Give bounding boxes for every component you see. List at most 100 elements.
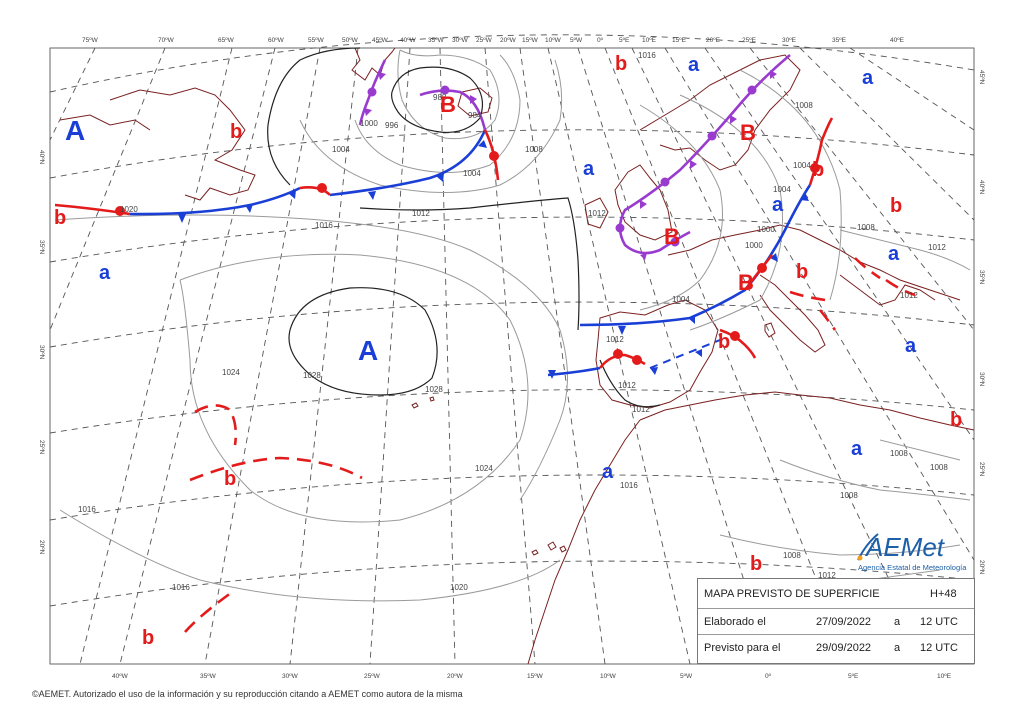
lon-label: 20ºE <box>706 37 721 44</box>
isobar-label: 1016 <box>172 583 190 592</box>
low-center-small: b <box>54 207 66 229</box>
high-center-small: a <box>602 461 614 483</box>
lon-label: 10ºW <box>545 37 562 44</box>
cold-front-triangles <box>178 140 809 379</box>
lon-label: 30ºW <box>282 673 299 680</box>
low-center-small: b <box>230 121 242 143</box>
coast-iberia <box>595 299 719 409</box>
legend-title-row: MAPA PREVISTO DE SUPERFICIE H+48 <box>704 585 968 603</box>
lat-label: 20ºN <box>978 560 985 575</box>
isobar-label: 1008 <box>525 145 543 154</box>
isobar-label: 1028 <box>425 385 443 394</box>
isobar-label: 1004 <box>773 185 791 194</box>
legend-elaborated-row: Elaborado el 27/09/2022 a 12 UTC <box>704 613 968 631</box>
coast-greenland <box>351 47 396 81</box>
right-lat-labels: 45ºN 40ºN 35ºN 30ºN 25ºN 20ºN <box>978 70 985 575</box>
low-center-small: b <box>224 468 236 490</box>
isobar-label: 1012 <box>618 381 636 390</box>
lon-label: 15ºE <box>672 37 687 44</box>
trough-4 <box>789 290 826 302</box>
isobar-label: 1004 <box>332 145 350 154</box>
isobar-label: 1000 <box>360 119 378 128</box>
lon-label: 30ºW <box>452 37 469 44</box>
isobar-label: 988 <box>433 93 447 102</box>
isobar-label: 1000 <box>757 225 775 234</box>
bottom-lon-labels: 40ºW 35ºW 30ºW 25ºW 20ºW 15ºW 10ºW 5ºW 0… <box>112 673 952 680</box>
high-center-small: a <box>851 438 863 460</box>
legend-forecast-row: Previsto para el 29/09/2022 a 12 UTC <box>704 639 968 657</box>
trough-5 <box>818 309 837 331</box>
isobar-label: 1012 <box>632 405 650 414</box>
troughs <box>184 257 916 633</box>
isobar-label: 984 <box>468 111 482 120</box>
legend-elaborated-label: Elaborado el <box>704 616 766 628</box>
coast-britain <box>614 164 673 241</box>
high-center-large: A <box>65 115 85 146</box>
isobar-label: 1008 <box>783 551 801 560</box>
lon-label: 70ºW <box>158 37 175 44</box>
low-center-small: b <box>950 409 962 431</box>
legend-horizon: H+48 <box>930 588 957 600</box>
lon-label: 0º <box>765 673 772 680</box>
lat-label: 30ºN <box>38 345 45 360</box>
isobar-996 <box>391 66 483 134</box>
top-lon-labels: 75ºW 70ºW 65ºW 60ºW 55ºW 50ºW 45ºW 40ºW … <box>82 37 905 44</box>
isobar-label: 1008 <box>930 463 948 472</box>
isobar-label: 1028 <box>303 371 321 380</box>
graticule-latitudes <box>49 34 975 607</box>
isobar-label: 1020 <box>120 205 138 214</box>
low-center-large: B <box>738 270 754 295</box>
lon-label: 30ºE <box>782 37 797 44</box>
legend-forecast-label: Previsto para el <box>704 642 781 654</box>
coast-italy <box>759 274 826 353</box>
low-center-large: B <box>440 92 456 117</box>
lon-label: 40ºW <box>112 673 129 680</box>
occluded-fronts <box>358 54 791 255</box>
low-center-large: B <box>740 120 756 145</box>
coast-europe <box>667 224 961 301</box>
isobar-label: 1004 <box>463 169 481 178</box>
lon-label: 5ºW <box>680 673 693 680</box>
left-lat-labels: 40ºN 35ºN 30ºN 25ºN 20ºN <box>38 150 45 555</box>
isobar-label: 1004 <box>793 161 811 170</box>
lon-label: 5ºE <box>619 37 630 44</box>
isobar-label: 1000 <box>745 241 763 250</box>
coast-north-africa <box>639 391 975 431</box>
isobars-main <box>267 47 661 408</box>
trough-2 <box>189 456 363 482</box>
low-center-small: b <box>890 195 902 217</box>
lon-label: 10ºW <box>600 673 617 680</box>
high-center-small: a <box>888 243 900 265</box>
lon-label: 35ºE <box>832 37 847 44</box>
isobar-1028 <box>288 287 438 396</box>
isobar-label: 1012 <box>588 209 606 218</box>
isobar-label: 1004 <box>672 295 690 304</box>
pressure-centers: A A B B B B b b b b b b b b b b b a a a … <box>54 53 962 649</box>
lon-label: 25ºW <box>476 37 493 44</box>
isobar-label: 1012 <box>900 291 918 300</box>
lon-label: 25ºW <box>364 673 381 680</box>
coastlines <box>59 47 975 665</box>
lon-label: 20ºW <box>447 673 464 680</box>
legend-box: MAPA PREVISTO DE SUPERFICIE H+48 Elabora… <box>697 578 975 664</box>
legend-elaborated-a: a <box>894 616 901 628</box>
low-center-small: b <box>750 553 762 575</box>
high-center-small: a <box>772 194 784 216</box>
occluded-front-greenland <box>358 59 387 126</box>
occluded-front-symbols <box>364 70 777 260</box>
high-center-large: A <box>358 335 378 366</box>
isobar-label: 1016 <box>638 51 656 60</box>
trough-3 <box>184 588 236 633</box>
logo-dot-icon <box>857 555 863 561</box>
lat-label: 25ºN <box>978 462 985 477</box>
isobar-labels: 1028 1028 1020 1016 1016 1024 1024 1016 … <box>78 51 948 592</box>
isobar-label: 1008 <box>890 449 908 458</box>
low-center-small: b <box>615 53 627 75</box>
legend-forecast-time: 12 UTC <box>920 642 958 654</box>
lat-label: 30ºN <box>978 372 985 387</box>
isobar-label: 996 <box>385 121 399 130</box>
graticule-meridians <box>49 47 975 665</box>
isobar-label: 1008 <box>840 491 858 500</box>
warm-front-med <box>719 328 757 359</box>
lon-label: 45ºW <box>372 37 389 44</box>
